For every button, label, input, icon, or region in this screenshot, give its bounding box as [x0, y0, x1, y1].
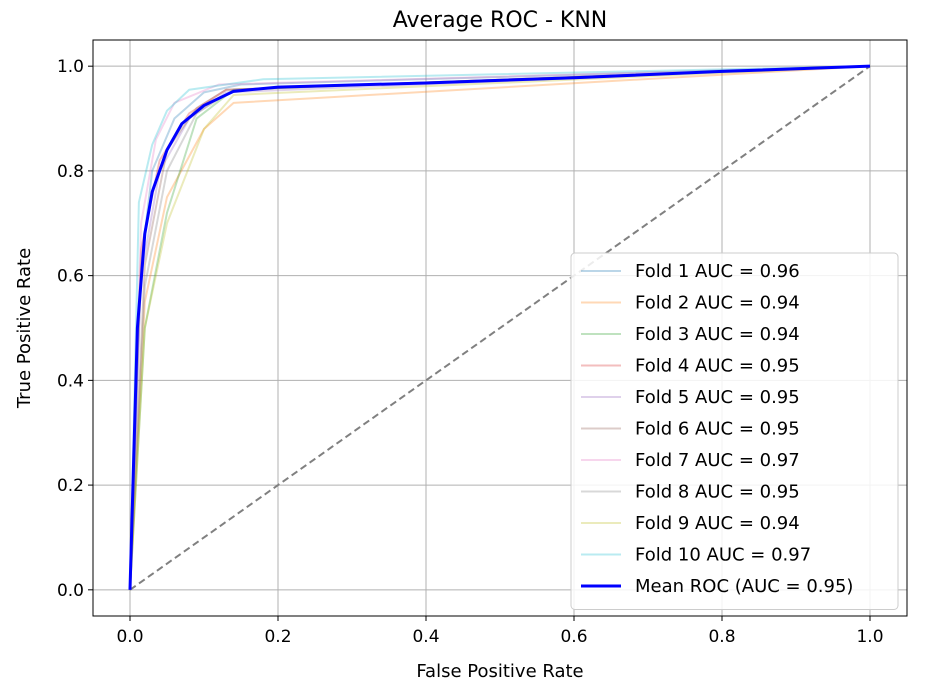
legend-label: Fold 8 AUC = 0.95 [635, 482, 800, 503]
fold-9-roc-line [129, 65, 871, 590]
axis-ticks: 0.0 0.2 0.4 0.6 0.8 1.0 0.0 0.2 0.4 0.6 0.8 1.0 [57, 57, 884, 647]
series-layer [128, 64, 871, 591]
legend: Fold 1 AUC = 0.96 Fold 2 AUC = 0.94 Fold 3… [570, 252, 899, 610]
y-tick-label: 0.2 [57, 476, 84, 496]
chance-diagonal-line [129, 65, 871, 591]
y-tick-label: 1.0 [57, 57, 84, 77]
legend-label: Fold 2 AUC = 0.94 [635, 293, 800, 314]
y-axis-label: True Positive Rate [14, 248, 35, 409]
legend-label: Fold 5 AUC = 0.95 [635, 387, 800, 408]
fold-10-roc-line [129, 65, 871, 590]
chart-title: Average ROC - KNN [393, 8, 608, 33]
legend-label: Mean ROC (AUC = 0.95) [635, 576, 853, 597]
x-tick-label: 0.6 [560, 627, 587, 647]
legend-label: Fold 9 AUC = 0.94 [635, 513, 800, 534]
y-tick-label: 0.8 [57, 162, 84, 182]
legend-label: Fold 10 AUC = 0.97 [635, 545, 811, 566]
x-tick-label: 0.8 [708, 627, 735, 647]
legend-label: Fold 4 AUC = 0.95 [635, 356, 800, 377]
legend-label: Fold 7 AUC = 0.97 [635, 450, 800, 471]
y-tick-label: 0.4 [57, 371, 84, 391]
fold-5-roc-line [129, 65, 871, 590]
legend-label: Fold 3 AUC = 0.94 [635, 324, 800, 345]
mean-roc-line [128, 64, 871, 590]
y-tick-label: 0.6 [57, 267, 84, 287]
plot-area-frame [92, 39, 908, 617]
legend-label: Fold 6 AUC = 0.95 [635, 419, 800, 440]
fold-7-roc-line [129, 65, 871, 590]
y-tick-label: 0.0 [57, 581, 84, 601]
fold-2-roc-line [129, 65, 871, 590]
legend-label: Fold 1 AUC = 0.96 [635, 261, 800, 282]
legend-box [570, 252, 899, 610]
x-tick-label: 0.4 [412, 627, 439, 647]
x-tick-label: 0.2 [264, 627, 291, 647]
x-tick-label: 0.0 [116, 627, 143, 647]
x-tick-label: 1.0 [856, 627, 883, 647]
x-axis-label: False Positive Rate [416, 661, 583, 682]
